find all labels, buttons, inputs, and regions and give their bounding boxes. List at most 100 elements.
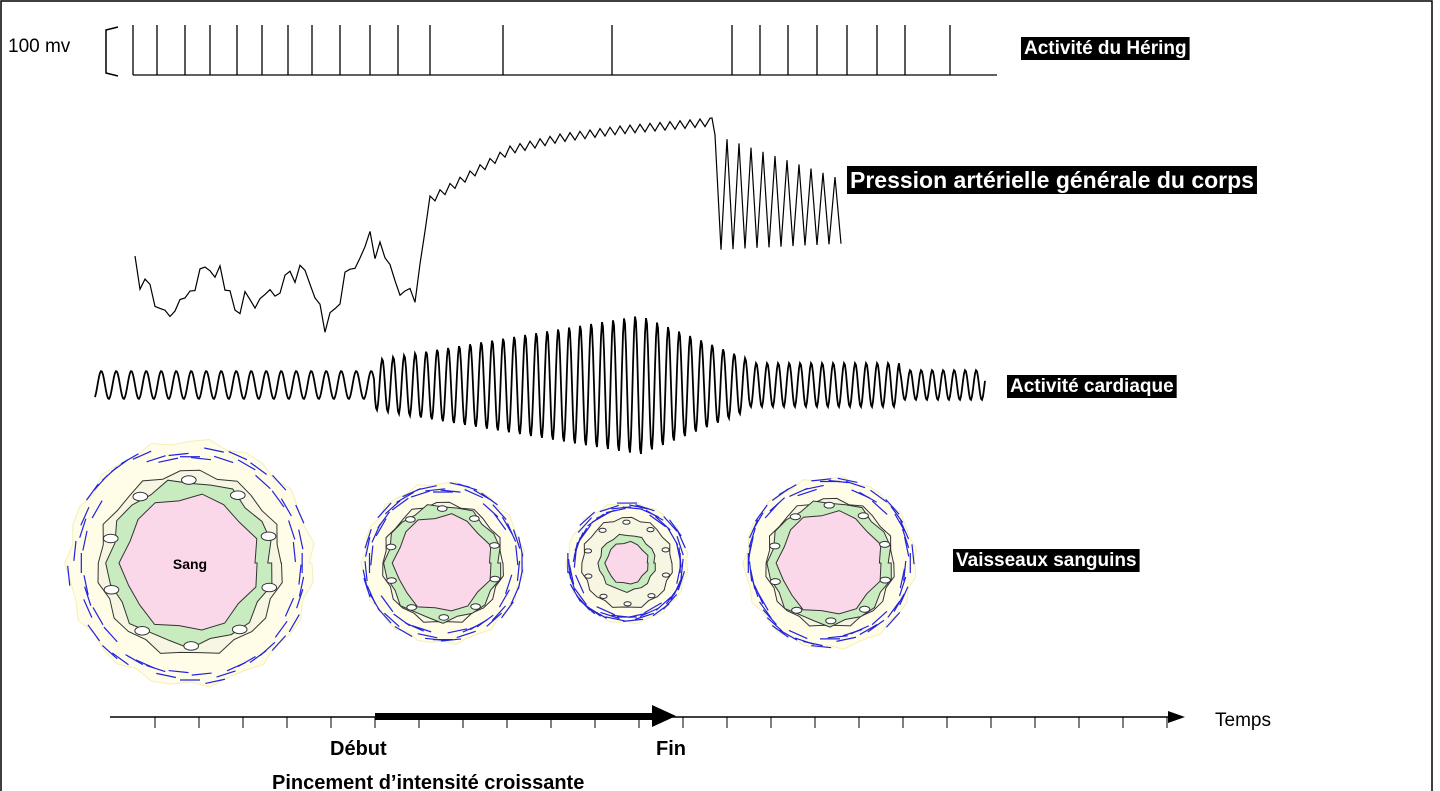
caption: Pincement d’intensité croissante [272, 772, 584, 791]
adventitia [255, 474, 271, 490]
adventitia [870, 489, 887, 503]
cell [489, 542, 500, 549]
cell [470, 603, 481, 610]
adventitia [649, 514, 667, 528]
adventitia [748, 536, 754, 557]
adventitia [213, 455, 234, 464]
adventitia [168, 452, 189, 457]
adventitia [86, 483, 99, 501]
adventitia [837, 477, 858, 484]
adventitia [146, 664, 166, 673]
cell [385, 543, 397, 551]
adventitia [568, 571, 576, 591]
adventitia [871, 500, 888, 515]
adventitia [903, 560, 907, 581]
adventitia [577, 517, 593, 533]
adventitia [135, 659, 155, 669]
adventitia [156, 672, 177, 679]
adventitia [899, 586, 909, 606]
cell [231, 624, 248, 635]
adventitia [271, 635, 287, 651]
adventitia [898, 576, 907, 597]
adventitia [510, 585, 520, 605]
cell [825, 617, 837, 625]
cell [438, 614, 450, 621]
adventitia [417, 485, 437, 491]
end-label: Fin [656, 738, 686, 760]
cell [181, 475, 197, 485]
vessels-label: Vaisseaux sanguins [956, 550, 1137, 571]
cell [599, 593, 608, 599]
adventitia [80, 506, 90, 526]
adventitia [82, 530, 88, 551]
adventitia [574, 588, 587, 606]
cell [405, 516, 416, 523]
adventitia [280, 498, 292, 517]
adventitia [216, 670, 236, 678]
adventitia [605, 616, 626, 622]
adventitia [578, 524, 592, 542]
cell [102, 533, 119, 544]
cell [489, 575, 501, 583]
cell [229, 490, 246, 500]
adventitia [758, 601, 772, 619]
adventitia [84, 586, 92, 606]
adventitia [766, 617, 783, 632]
adventitia [481, 492, 498, 506]
adventitia [83, 599, 93, 618]
adventitia [394, 625, 413, 638]
adventitia [125, 654, 144, 666]
adventitia [903, 536, 910, 557]
cell [859, 605, 871, 613]
adventitia [517, 536, 524, 557]
adventitia [797, 488, 817, 497]
adventitia [101, 644, 118, 660]
adventitia [103, 626, 118, 643]
cell [623, 601, 632, 607]
adventitia [79, 518, 87, 538]
adventitia [67, 565, 71, 586]
adventitia [120, 453, 139, 465]
adventitia [486, 612, 502, 627]
time-axis [110, 705, 1185, 728]
cell [183, 641, 199, 651]
adventitia [567, 559, 572, 580]
adventitia [295, 504, 305, 524]
adventitia [205, 678, 226, 684]
adventitia [111, 652, 129, 666]
cell [406, 604, 417, 611]
adventitia [298, 576, 305, 597]
adventitia [250, 462, 268, 475]
adventitia [73, 540, 77, 561]
pinch-bar [375, 713, 655, 720]
adventitia [504, 574, 513, 595]
cardiac-trace [94, 316, 986, 455]
adventitia [83, 575, 89, 595]
adventitia [887, 600, 901, 618]
cell [647, 593, 656, 599]
cell [879, 540, 891, 548]
adventitia [512, 529, 521, 549]
adventitia [515, 545, 519, 566]
adventitia [752, 512, 764, 531]
adventitia [676, 529, 686, 549]
adventitia [811, 644, 832, 649]
adventitia [600, 611, 620, 620]
adventitia [498, 589, 510, 608]
adventitia [754, 504, 768, 522]
start-label: Début [330, 738, 387, 760]
adventitia [146, 455, 166, 463]
adventitia [788, 629, 808, 640]
cell [879, 576, 891, 584]
adventitia [859, 491, 877, 503]
adventitia [611, 506, 632, 510]
adventitia [842, 628, 863, 637]
adventitia [296, 588, 304, 609]
adventitia [634, 612, 655, 621]
adventitia [669, 519, 682, 537]
cell [598, 527, 607, 533]
adventitia [871, 610, 888, 626]
adventitia [506, 523, 517, 542]
